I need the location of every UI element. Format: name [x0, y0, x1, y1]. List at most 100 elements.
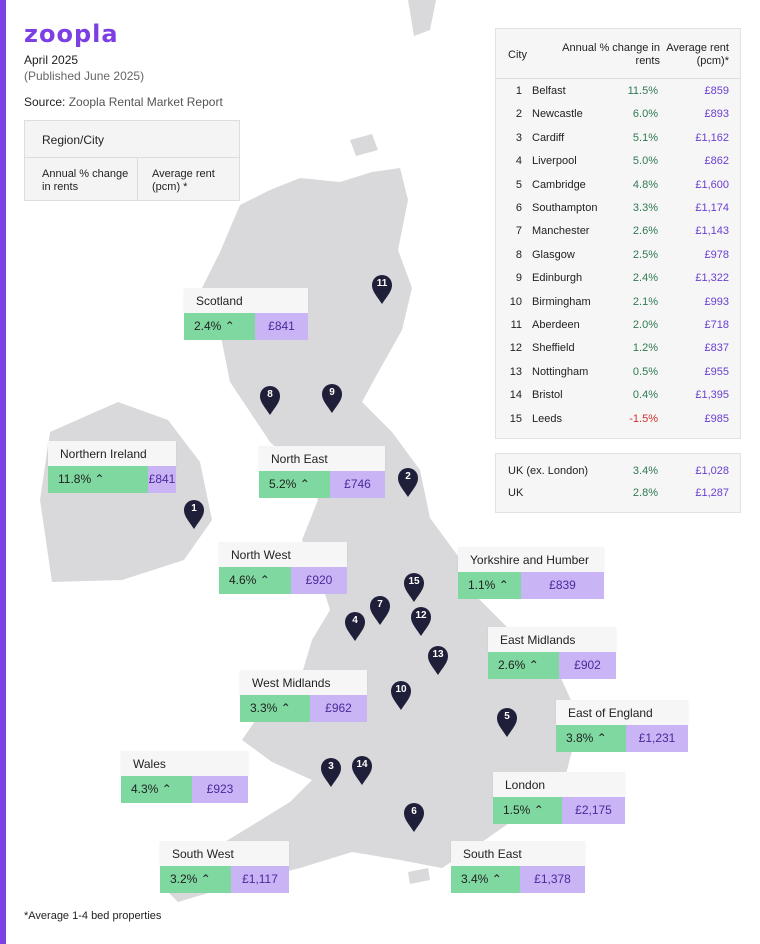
city-name: Bristol [532, 389, 563, 402]
map-pin-icon: 2 [397, 468, 419, 498]
city-rent: £862 [704, 155, 729, 168]
rank: 1 [515, 85, 522, 97]
legend-change: Annual % change in rents [42, 168, 129, 193]
uk-totals-table: UK (ex. London) 3.4% £1,028 UK 2.8% £1,287 [495, 453, 741, 513]
region-change: 1.5% [503, 803, 531, 817]
col-rent: Average rent (pcm)* [666, 42, 729, 67]
region-name: Scotland [184, 288, 308, 313]
pin-number: 11 [376, 278, 388, 289]
pin-number: 13 [432, 649, 444, 660]
region-rent: £841 [148, 466, 176, 493]
table-row: 1 Belfast 11.5% £859 [496, 82, 740, 102]
city-rent: £993 [704, 295, 729, 308]
pin-number: 6 [411, 806, 417, 817]
region-card: East Midlands 2.6% ⌃ £902 [488, 627, 616, 679]
pin-number: 9 [329, 387, 335, 398]
pin-number: 8 [267, 389, 273, 400]
city-change: 2.6% [632, 225, 658, 238]
city-change: 2.1% [632, 295, 658, 308]
pin-number: 2 [405, 471, 411, 482]
arrow-up-icon: ⌃ [200, 872, 211, 886]
total-rent: £1,028 [695, 465, 729, 477]
region-rent: £902 [559, 652, 616, 679]
table-row: 14 Bristol 0.4% £1,395 [496, 386, 740, 406]
region-rent: £841 [255, 313, 308, 340]
rank: 5 [515, 178, 522, 191]
region-change: 1.1% [468, 578, 496, 592]
table-row: 2 Newcastle 6.0% £893 [496, 105, 740, 125]
city-name: Belfast [532, 85, 566, 97]
city-name: Liverpool [532, 155, 577, 168]
city-rent: £1,162 [695, 131, 729, 144]
table-row: 13 Nottingham 0.5% £955 [496, 363, 740, 383]
region-rent: £2,175 [562, 797, 625, 824]
rank: 15 [509, 412, 522, 425]
map-pin-icon: 11 [371, 275, 393, 305]
arrow-up-icon: ⌃ [259, 573, 270, 587]
region-rent: £962 [310, 695, 367, 722]
arrow-up-icon: ⌃ [94, 472, 105, 486]
city-name: Leeds [532, 412, 562, 425]
total-label: UK (ex. London) [508, 465, 589, 477]
region-name: East of England [556, 700, 688, 725]
pin-number: 14 [356, 759, 368, 770]
region-change: 11.8% [58, 472, 92, 486]
region-card: London 1.5% ⌃ £2,175 [493, 772, 625, 824]
pin-number: 12 [415, 610, 427, 621]
pin-number: 15 [408, 576, 420, 587]
region-card: Wales 4.3% ⌃ £923 [121, 751, 248, 803]
isle-of-wight [408, 868, 430, 884]
city-change: 0.5% [632, 365, 658, 378]
orkney-islands [350, 134, 378, 156]
pin-number: 4 [352, 615, 358, 626]
region-change: 5.2% [269, 477, 297, 491]
city-name: Southampton [532, 202, 598, 214]
city-name: Edinburgh [532, 272, 583, 285]
region-name: North East [259, 446, 385, 471]
arrow-up-icon: ⌃ [299, 477, 310, 491]
source-text: Zoopla Rental Market Report [68, 95, 223, 109]
map-pin-icon: 13 [427, 646, 449, 676]
arrow-up-icon: ⌃ [224, 319, 235, 333]
city-name: Cambridge [532, 178, 586, 191]
legend-title: Region/City [25, 121, 239, 158]
pin-number: 7 [377, 599, 383, 610]
city-change: 2.4% [632, 272, 658, 285]
region-rent: £1,231 [626, 725, 688, 752]
rank: 10 [509, 295, 522, 308]
table-row: 15 Leeds -1.5% £985 [496, 410, 740, 430]
city-rent: £1,600 [695, 178, 729, 191]
city-rent: £859 [704, 85, 729, 97]
city-table: City Annual % change in rents Average re… [495, 28, 741, 439]
rank: 4 [515, 155, 522, 168]
city-change: 4.8% [632, 178, 658, 191]
city-rent: £1,143 [695, 225, 729, 238]
map-pin-icon: 8 [259, 386, 281, 416]
region-card: Yorkshire and Humber 1.1% ⌃ £839 [458, 547, 604, 599]
map-pin-icon: 6 [403, 803, 425, 833]
region-name: Northern Ireland [48, 441, 176, 466]
region-rent: £1,117 [231, 866, 289, 893]
table-row: 5 Cambridge 4.8% £1,600 [496, 176, 740, 196]
city-rent: £955 [704, 365, 729, 378]
rank: 9 [515, 272, 522, 285]
table-row: 8 Glasgow 2.5% £978 [496, 246, 740, 266]
region-change: 4.3% [131, 782, 159, 796]
city-name: Nottingham [532, 365, 589, 378]
city-change: 3.3% [632, 202, 658, 214]
rank: 14 [509, 389, 522, 402]
source-label: Source: [24, 95, 66, 109]
map-pin-icon: 1 [183, 500, 205, 530]
total-change: 3.4% [632, 465, 658, 477]
rank: 11 [510, 319, 522, 331]
region-card: West Midlands 3.3% ⌃ £962 [240, 670, 367, 722]
region-rent: £1,378 [520, 866, 585, 893]
region-card: Northern Ireland 11.8% ⌃ £841 [48, 441, 176, 493]
report-date: April 2025 [24, 53, 79, 67]
rank: 12 [509, 342, 522, 355]
pin-number: 10 [395, 684, 407, 695]
table-row: 10 Birmingham 2.1% £993 [496, 293, 740, 313]
shetland-islands [408, 0, 436, 36]
city-change: 11.5% [627, 85, 658, 97]
region-name: Wales [121, 751, 248, 776]
